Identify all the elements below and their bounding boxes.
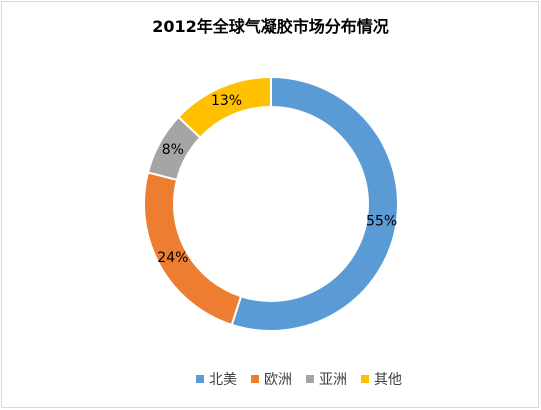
slice-other (177, 75, 272, 140)
legend-label: 欧洲 (264, 372, 292, 388)
legend-item-other: 其他 (361, 369, 402, 389)
legend-item-north-america: 北美 (196, 369, 237, 389)
legend-swatch (196, 375, 204, 383)
legend-item-europe: 欧洲 (251, 369, 292, 389)
data-label: 55% (366, 214, 397, 230)
data-label: 13% (211, 93, 242, 109)
slice-europe (143, 171, 243, 327)
legend-label: 亚洲 (319, 372, 347, 388)
slice-north-america (230, 75, 399, 332)
data-label: 8% (162, 142, 184, 158)
legend-label: 其他 (374, 372, 402, 388)
legend-swatch (306, 375, 314, 383)
chart-legend: 北美 欧洲 亚洲 其他 (196, 369, 416, 389)
chart-title: 2012年全球气凝胶市场分布情况 (152, 17, 389, 36)
legend-item-asia: 亚洲 (306, 369, 347, 389)
data-label: 24% (157, 250, 188, 266)
legend-label: 北美 (209, 372, 237, 388)
legend-swatch (361, 375, 369, 383)
legend-swatch (251, 375, 259, 383)
